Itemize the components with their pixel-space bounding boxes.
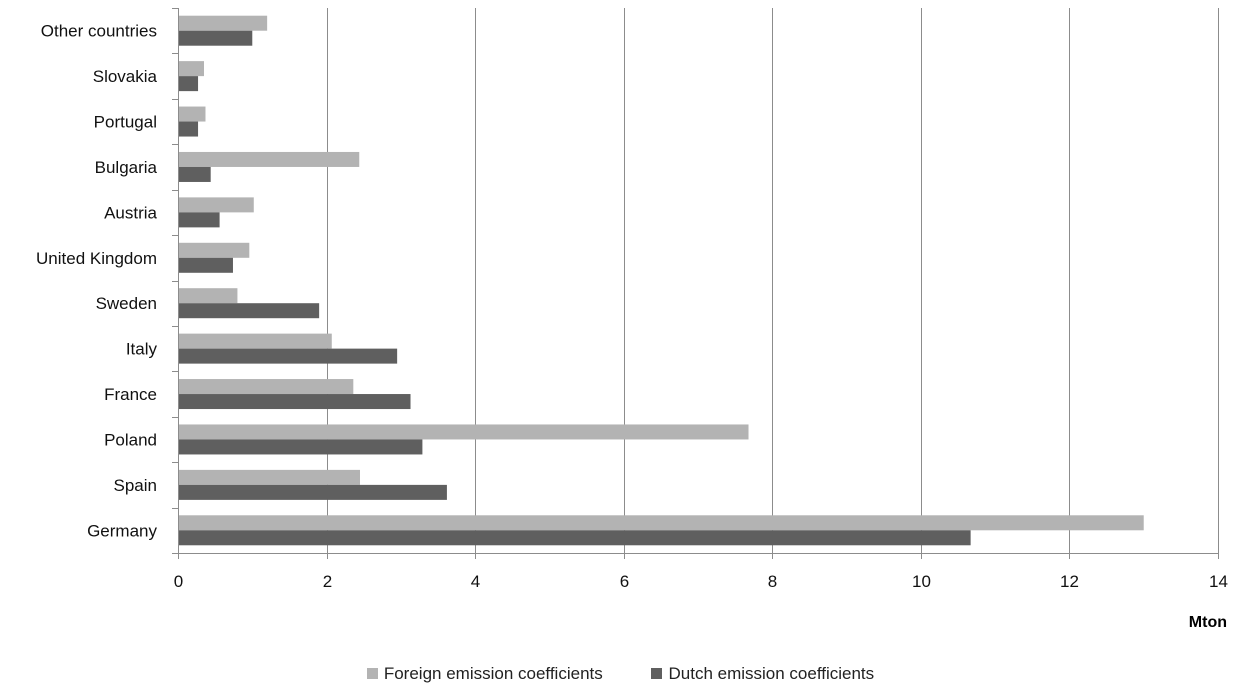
bar-foreign-germany (179, 515, 1144, 531)
legend-label-dutch: Dutch emission coefficients (668, 664, 875, 683)
bar-foreign-bulgaria (179, 151, 360, 167)
category-label: Germany (87, 521, 157, 540)
bar-dutch-italy (179, 348, 398, 364)
legend-swatch-dutch (651, 668, 663, 679)
legend: Foreign emission coefficients Dutch emis… (0, 664, 1241, 684)
bar-foreign-slovakia (179, 61, 204, 77)
bar-foreign-sweden (179, 288, 238, 304)
bar-dutch-united-kingdom (179, 257, 233, 273)
category-label: United Kingdom (36, 249, 157, 268)
category-label: Sweden (96, 294, 157, 313)
category-label: Austria (104, 203, 157, 222)
category-label: Poland (104, 430, 157, 449)
bar-dutch-sweden (179, 303, 320, 319)
axes (172, 8, 1219, 559)
category-label: Portugal (94, 113, 157, 132)
bars (179, 15, 1144, 546)
bar-dutch-portugal (179, 121, 199, 137)
bar-dutch-spain (179, 484, 447, 500)
bar-dutch-germany (179, 530, 971, 546)
category-label: Italy (126, 340, 158, 359)
legend-item-dutch: Dutch emission coefficients (651, 664, 874, 684)
bar-foreign-italy (179, 333, 332, 349)
bar-dutch-other-countries (179, 30, 253, 46)
bar-foreign-austria (179, 197, 254, 213)
x-tick-labels: 0 2 4 6 8 10 12 14 (174, 572, 1228, 591)
x-tick-label: 8 (768, 572, 777, 591)
category-label: Spain (114, 476, 157, 495)
x-tick-label: 0 (174, 572, 183, 591)
bar-dutch-poland (179, 439, 423, 455)
bar-foreign-united-kingdom (179, 242, 250, 258)
bar-foreign-spain (179, 469, 360, 485)
x-tick-label: 4 (471, 572, 480, 591)
x-tick-label: 10 (912, 572, 931, 591)
x-axis-unit-label: Mton (1189, 614, 1227, 631)
bar-foreign-france (179, 379, 354, 395)
bar-foreign-poland (179, 424, 749, 440)
x-tick-label: 2 (323, 572, 332, 591)
category-label: France (104, 385, 157, 404)
bar-dutch-slovakia (179, 76, 199, 92)
x-tick-label: 6 (620, 572, 629, 591)
bar-foreign-portugal (179, 106, 206, 122)
bar-dutch-france (179, 394, 411, 410)
bar-foreign-other-countries (179, 15, 268, 31)
legend-swatch-foreign (366, 668, 378, 679)
category-label: Slovakia (93, 67, 158, 86)
legend-label-foreign: Foreign emission coefficients (383, 664, 603, 683)
category-labels: Other countries Slovakia Portugal Bulgaria A… (36, 22, 158, 541)
bar-dutch-austria (179, 212, 220, 228)
x-tick-label: 12 (1060, 572, 1079, 591)
legend-item-foreign: Foreign emission coefficients (366, 664, 603, 684)
x-tick-label: 14 (1209, 572, 1228, 591)
gridlines (327, 8, 1219, 553)
category-label: Other countries (41, 22, 157, 41)
category-label: Bulgaria (95, 158, 158, 177)
bar-dutch-bulgaria (179, 166, 211, 182)
